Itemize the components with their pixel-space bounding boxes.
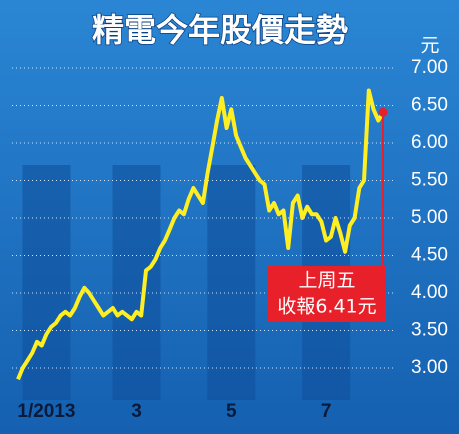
month-band xyxy=(207,165,256,400)
y-tick-label: 7.00 xyxy=(411,57,448,78)
y-tick-label: 3.50 xyxy=(411,320,448,341)
month-band xyxy=(112,165,161,400)
y-tick-label: 4.00 xyxy=(411,282,448,303)
y-tick-label: 3.00 xyxy=(411,357,448,378)
y-tick-label: 5.50 xyxy=(411,170,448,191)
x-tick-label: 3 xyxy=(131,401,142,422)
annotation-text: 收報6.41元 xyxy=(277,296,376,318)
price-line xyxy=(16,88,385,381)
annotation-text: 上周五 xyxy=(298,270,355,292)
y-tick-label: 4.50 xyxy=(411,245,448,266)
annotation-box xyxy=(268,266,386,322)
x-tick-label: 1/2013 xyxy=(17,401,75,422)
x-tick-label: 5 xyxy=(226,401,237,422)
last-point xyxy=(378,107,388,117)
y-tick-label: 5.00 xyxy=(411,207,448,228)
month-band xyxy=(22,165,71,400)
y-unit: 元 xyxy=(420,35,439,57)
y-tick-label: 6.00 xyxy=(411,132,448,153)
x-tick-label: 7 xyxy=(321,401,332,422)
y-tick-label: 6.50 xyxy=(411,95,448,116)
chart-title: 精電今年股價走勢 xyxy=(92,11,348,49)
